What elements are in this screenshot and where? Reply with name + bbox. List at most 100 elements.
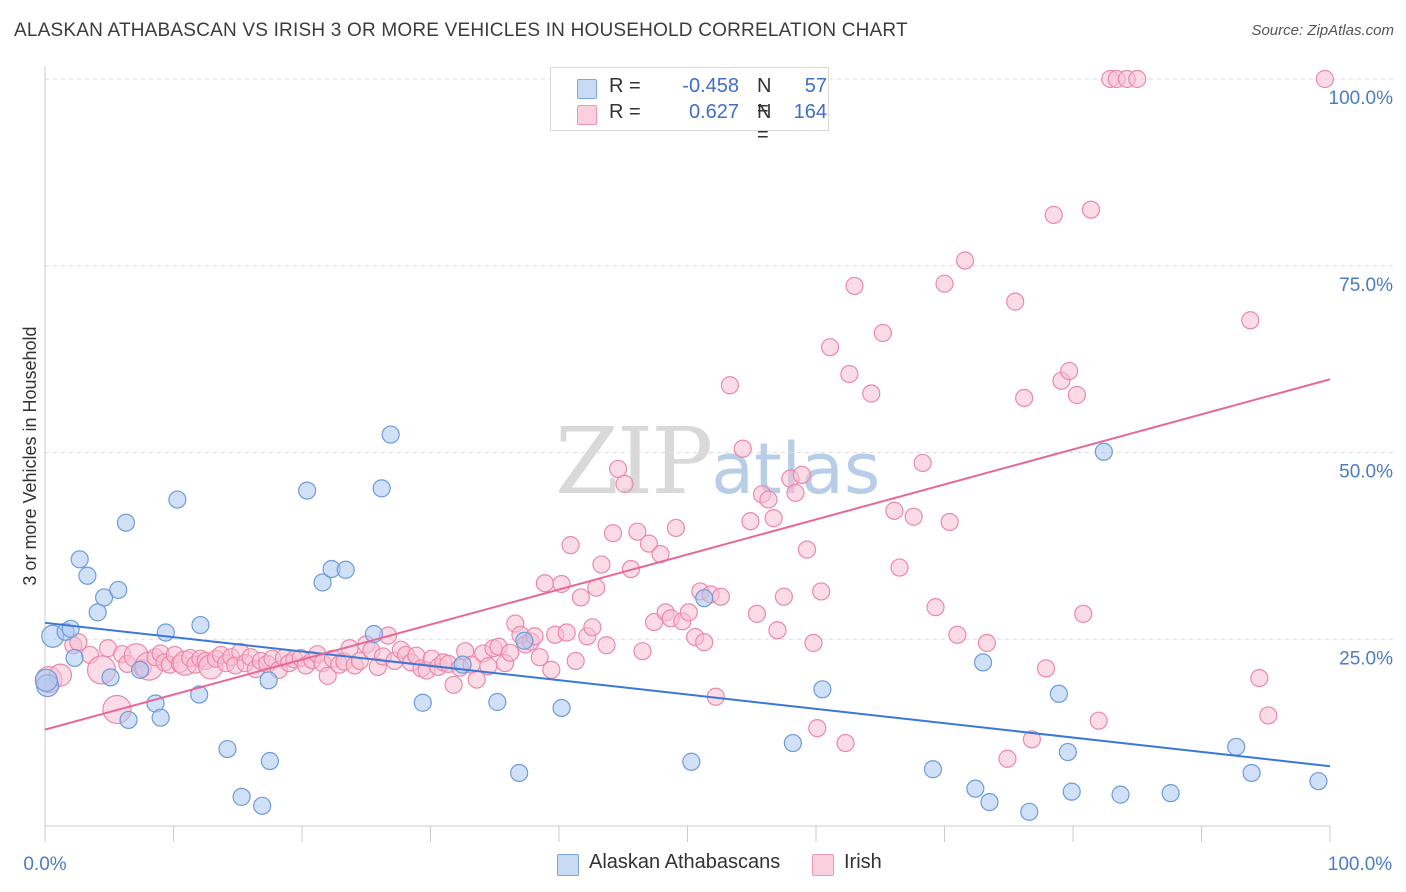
athabascan-point (783, 733, 802, 753)
irish-point (444, 675, 463, 694)
irish-point (318, 666, 337, 685)
irish-point (1315, 69, 1334, 89)
y-tick-label: 100.0% (1329, 88, 1394, 109)
legend-swatch-athabascan (577, 79, 597, 99)
athabascan-point (70, 550, 89, 569)
y-axis-title: 3 or more Vehicles in Household (20, 326, 40, 585)
legend-r-label: R = (609, 75, 641, 97)
irish-point (679, 603, 698, 622)
athabascan-point (101, 668, 120, 687)
irish-point (913, 453, 932, 473)
irish-point (840, 364, 859, 384)
irish-point (592, 555, 611, 574)
irish-point (786, 483, 805, 502)
irish-point (804, 633, 823, 653)
irish-point (764, 509, 783, 528)
irish-point (940, 512, 959, 532)
irish-point (535, 574, 554, 593)
irish-point (615, 474, 634, 493)
athabascan-point (973, 653, 993, 672)
athabascan-point (1161, 784, 1180, 803)
irish-trend-line (44, 378, 1331, 731)
bottom-legend-label-athabascan: Alaskan Athabascans (589, 851, 781, 873)
athabascan-point (682, 752, 701, 771)
irish-point (1067, 385, 1086, 405)
irish-point (571, 588, 590, 607)
irish-point (733, 439, 752, 458)
irish-point (695, 633, 714, 652)
irish-point (561, 536, 580, 555)
irish-point (948, 625, 967, 644)
grid-lines (45, 78, 1395, 640)
irish-point (774, 587, 793, 606)
athabascan-point (510, 763, 529, 783)
athabascan-point (1094, 442, 1113, 461)
athabascan-point (488, 692, 507, 712)
irish-point (1089, 711, 1108, 730)
irish-point (862, 384, 881, 403)
athabascan-point (1227, 737, 1246, 756)
athabascan-point (372, 479, 391, 498)
trend-lines (44, 378, 1331, 768)
athabascan-point (1020, 802, 1039, 821)
athabascan-point (515, 631, 534, 650)
legend-r-label: R = (609, 101, 641, 123)
irish-point (904, 507, 923, 526)
irish-point (741, 512, 760, 531)
athabascan-point (813, 680, 832, 699)
athabascan-point (156, 623, 175, 642)
irish-point (639, 534, 659, 553)
irish-point (557, 623, 576, 642)
irish-point (1036, 659, 1056, 678)
bottom-legend-swatch-irish (812, 854, 834, 876)
irish-point (603, 524, 623, 543)
x-tick-label: 0.0% (23, 854, 66, 875)
athabascan-point (695, 589, 714, 608)
irish-point (1022, 730, 1041, 749)
irish-point (845, 276, 864, 296)
irish-point (1044, 205, 1063, 225)
irish-point (467, 670, 486, 689)
irish-point (633, 642, 652, 661)
legend-n-label: N = (757, 101, 772, 146)
tick-labels: 0.0% 100.0% 25.0% 50.0% 75.0% 100.0% (23, 88, 1393, 875)
legend-n-value-irish: 164 (793, 101, 827, 123)
athabascan-point (191, 615, 210, 635)
irish-point (836, 733, 855, 753)
irish-point (1259, 706, 1278, 725)
irish-point (926, 598, 945, 617)
irish-point (955, 251, 975, 270)
athabascan-point (109, 580, 128, 600)
x-tick-label: 100.0% (1328, 854, 1393, 875)
athabascan-point (552, 698, 571, 718)
athabascan-point (298, 481, 317, 500)
athabascan-point (923, 760, 943, 779)
irish-point (1006, 292, 1025, 311)
athabascan-point (1309, 772, 1328, 791)
irish-point (998, 749, 1017, 768)
athabascan-point (232, 787, 251, 806)
athabascan-point (34, 668, 58, 692)
athabascan-point (190, 685, 209, 704)
athabascan-point (1111, 785, 1130, 804)
irish-point (797, 540, 817, 559)
irish-point (977, 633, 997, 653)
athabascan-point (168, 490, 187, 509)
legend-n-label: N = (757, 75, 772, 120)
irish-point (1241, 311, 1260, 330)
irish-point (821, 338, 840, 357)
irish-point (597, 636, 616, 655)
irish-point (542, 660, 561, 679)
irish-point (759, 490, 778, 509)
source-label: Source: ZipAtlas.com (1251, 22, 1394, 39)
irish-point (1074, 604, 1093, 623)
athabascan-point (95, 588, 114, 607)
irish-point (1250, 668, 1269, 688)
irish-point (501, 643, 520, 662)
chart-title: ALASKAN ATHABASCAN VS IRISH 3 OR MORE VE… (14, 20, 908, 41)
irish-point (566, 651, 585, 671)
legend-n-value-athabascan: 57 (804, 75, 827, 97)
athabascan-point (151, 708, 170, 727)
irish-point (1015, 388, 1034, 408)
